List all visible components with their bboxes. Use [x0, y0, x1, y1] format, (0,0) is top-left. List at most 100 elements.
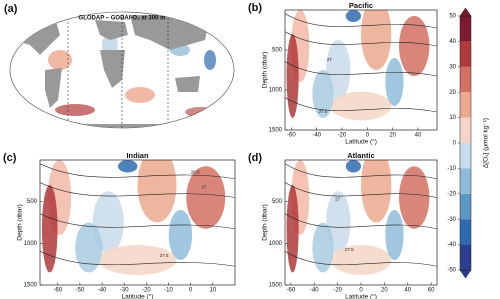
- x-tick-label: 40: [415, 133, 422, 139]
- colorbar-tick-label: 50: [449, 14, 456, 20]
- y-axis-label: Depth (dbar): [262, 204, 269, 241]
- x-axis-label: Latitude (°): [345, 293, 377, 299]
- panel-title: Indian: [126, 151, 149, 160]
- colorbar-segment: [460, 117, 471, 143]
- colorbar-tick-label: 0: [453, 141, 457, 147]
- field-patch: [385, 58, 404, 106]
- contour-field: [40, 160, 235, 275]
- colorbar-tick-label: -30: [447, 217, 456, 223]
- isopycnal: [40, 163, 235, 180]
- panel-label: (d): [248, 152, 262, 164]
- axes-frame: [284, 9, 438, 131]
- y-tick-label: 1500: [269, 283, 283, 289]
- isopycnal: [285, 31, 437, 47]
- isopycnal: [40, 213, 235, 230]
- axes-frame: [39, 159, 236, 286]
- x-tick-label: 60: [428, 288, 435, 294]
- colorbar-segment: [460, 16, 471, 42]
- isopycnal: [285, 163, 437, 180]
- colorbar-segment: [460, 193, 471, 220]
- field-patch: [361, 10, 392, 70]
- isopycnal: [285, 13, 437, 29]
- field-patch: [345, 10, 361, 22]
- field-patch: [385, 210, 404, 260]
- x-tick-label: 20: [389, 133, 396, 139]
- x-tick-label: -50: [76, 288, 85, 294]
- colorbar-label: Δ[O₂] (μmol kg⁻¹): [483, 118, 490, 168]
- panel-title: Pacific: [349, 1, 373, 10]
- field-patch: [330, 91, 392, 121]
- isopycnal: [285, 250, 437, 267]
- colorbar-segment: [460, 143, 471, 169]
- colorbar-tick-label: -20: [447, 191, 456, 197]
- colorbar-segment: [460, 66, 471, 93]
- y-tick-label: 1000: [269, 88, 283, 94]
- colorbar-tick-label: -10: [447, 166, 456, 172]
- map-panel: [9, 11, 235, 129]
- map-title: GLODAP – GOBAI-O₂ at 300 m: [79, 16, 166, 22]
- isopycnal: [285, 61, 437, 77]
- x-tick-label: -60: [53, 288, 62, 294]
- field-patch: [137, 160, 177, 223]
- x-tick-label: -60: [287, 288, 296, 294]
- panel-label: (b): [248, 2, 262, 14]
- field-patch: [118, 160, 138, 173]
- colorbar-segment: [460, 219, 471, 245]
- isopycnal: [285, 213, 437, 230]
- y-axis-label: Depth (dbar): [17, 204, 24, 241]
- x-tick-label: -60: [287, 133, 296, 139]
- x-tick-label: -20: [338, 133, 347, 139]
- field-patch: [312, 222, 334, 273]
- colorbar-tick-label: 30: [449, 64, 456, 70]
- contour-field: [285, 10, 437, 121]
- field-patch: [98, 245, 177, 275]
- x-tick-label: -40: [312, 133, 321, 139]
- isopycnal: [285, 182, 437, 198]
- x-tick-label: -40: [310, 288, 319, 294]
- contour-label: 27: [327, 57, 333, 62]
- y-axis-label: Depth (dbar): [262, 52, 269, 89]
- y-tick-label: 1500: [24, 283, 38, 289]
- isopycnal: [285, 97, 437, 113]
- y-tick-label: 500: [272, 48, 283, 54]
- x-tick-label: -30: [120, 288, 129, 294]
- y-tick-label: 1000: [24, 241, 38, 247]
- x-tick-label: -10: [164, 288, 173, 294]
- y-tick-label: 1000: [269, 241, 283, 247]
- y-tick-label: 500: [272, 199, 283, 205]
- field-patch: [345, 160, 361, 173]
- colorbar-segment: [460, 41, 471, 67]
- field-patch: [312, 70, 334, 118]
- field-patch: [330, 245, 392, 275]
- colorbar-tick-label: -40: [447, 242, 456, 248]
- colorbar-tick-label: 20: [449, 90, 456, 96]
- x-tick-label: 0: [366, 133, 370, 139]
- x-tick-label: 0: [359, 288, 363, 294]
- panel-label: (c): [3, 152, 17, 164]
- x-axis-label: Latitude (°): [345, 138, 377, 146]
- field-patch: [186, 166, 226, 229]
- field-patch: [75, 222, 103, 273]
- contour-label: 27.5: [345, 247, 354, 252]
- x-tick-label: -20: [333, 288, 342, 294]
- x-axis-label: Latitude (°): [122, 293, 154, 299]
- colorbar-tick-label: 10: [449, 115, 456, 121]
- panel-title: Atlantic: [347, 151, 375, 160]
- colorbar-segment: [460, 244, 471, 270]
- colorbar-tick-label: -50: [447, 268, 456, 274]
- x-tick-label: 20: [381, 288, 388, 294]
- contour-label: 27: [201, 185, 207, 190]
- x-tick-label: 40: [404, 288, 411, 294]
- colorbar-extend: [459, 7, 472, 17]
- colorbar-segment: [460, 92, 471, 118]
- contour-field: [285, 160, 437, 275]
- field-patch: [168, 210, 193, 260]
- x-tick-label: -40: [98, 288, 107, 294]
- field-patch: [399, 16, 430, 76]
- panel-label: (a): [4, 3, 18, 15]
- contour-label: 26.5: [191, 170, 200, 175]
- field-patch: [41, 185, 58, 273]
- field-patch: [399, 166, 430, 229]
- colorbar-tick-label: 40: [449, 39, 456, 45]
